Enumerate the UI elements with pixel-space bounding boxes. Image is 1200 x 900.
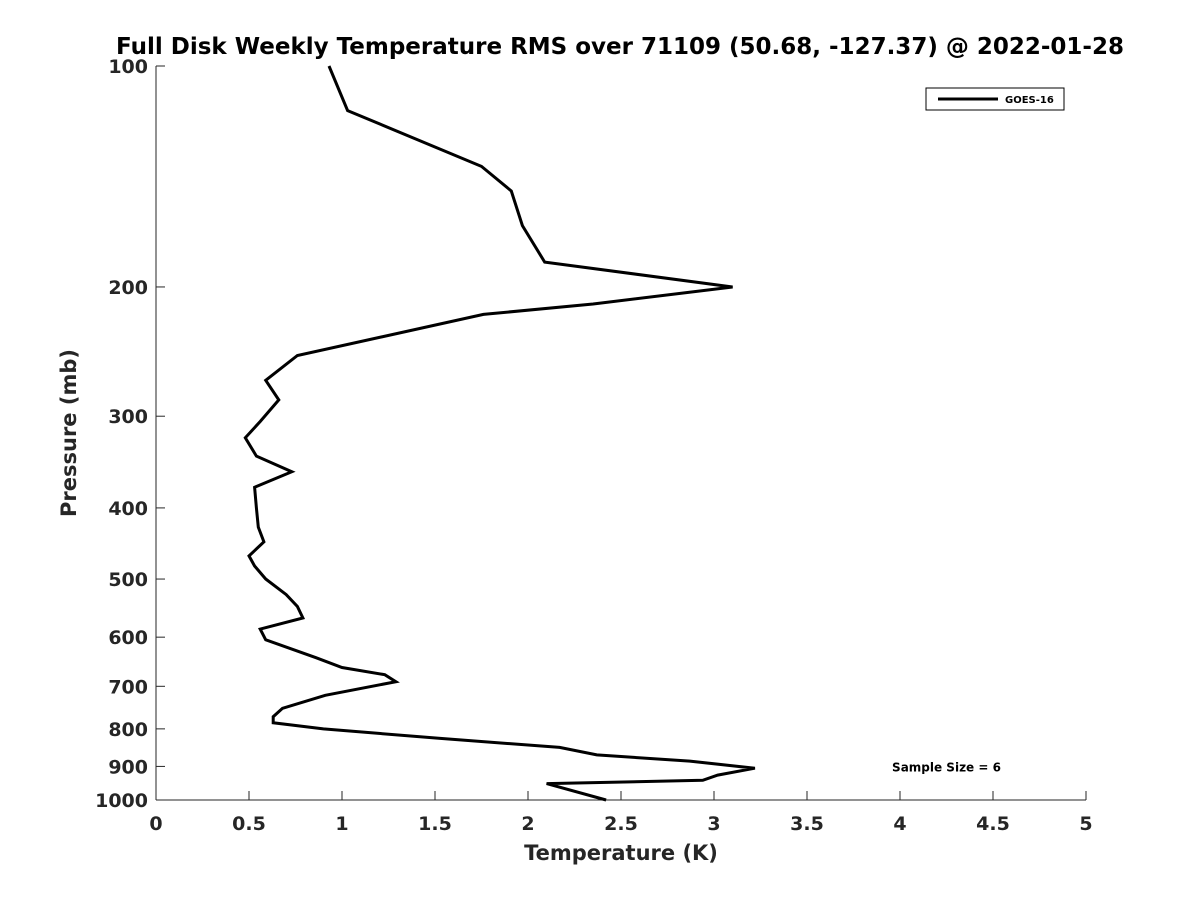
sample-size-annotation: Sample Size = 6: [892, 760, 1001, 774]
x-tick-label: 3.5: [790, 813, 824, 835]
x-tick-label: 0.5: [232, 813, 266, 835]
y-tick-label: 900: [108, 756, 148, 778]
y-tick-label: 500: [108, 569, 148, 591]
x-tick-label: 3: [707, 813, 720, 835]
x-tick-label: 4: [893, 813, 906, 835]
x-tick-label: 2.5: [604, 813, 638, 835]
legend: GOES-16: [925, 87, 1065, 111]
y-tick-label: 400: [108, 498, 148, 520]
y-tick-label: 300: [108, 406, 148, 428]
legend-label-goes-16: GOES-16: [1005, 95, 1054, 106]
y-axis-label: Pressure (mb): [57, 349, 81, 517]
chart-title: Full Disk Weekly Temperature RMS over 71…: [116, 34, 1124, 60]
series-line-goes-16: [243, 65, 756, 802]
x-tick-label: 2: [521, 813, 534, 835]
y-tick-label: 200: [108, 277, 148, 299]
y-tick-label: 100: [108, 56, 148, 78]
y-axis-ticks: 100 200 300 400 500 600 700 800 900 1000: [95, 56, 165, 812]
y-tick-label: 1000: [95, 790, 148, 812]
y-tick-label: 600: [108, 627, 148, 649]
series-group: [243, 65, 756, 802]
x-tick-label: 0: [149, 813, 162, 835]
x-tick-label: 5: [1079, 813, 1092, 835]
x-axis-label: Temperature (K): [524, 841, 718, 865]
x-tick-label: 4.5: [976, 813, 1010, 835]
x-tick-label: 1.5: [418, 813, 452, 835]
x-axis-ticks: 0 0.5 1 1.5 2 2.5 3 3.5 4 4.5 5: [149, 791, 1093, 835]
y-tick-label: 700: [108, 676, 148, 698]
plot-area: 0 0.5 1 1.5 2 2.5 3 3.5 4 4.5 5 100 200 300 400 500 600…: [95, 56, 1093, 835]
x-tick-label: 1: [335, 813, 348, 835]
y-tick-label: 800: [108, 719, 148, 741]
